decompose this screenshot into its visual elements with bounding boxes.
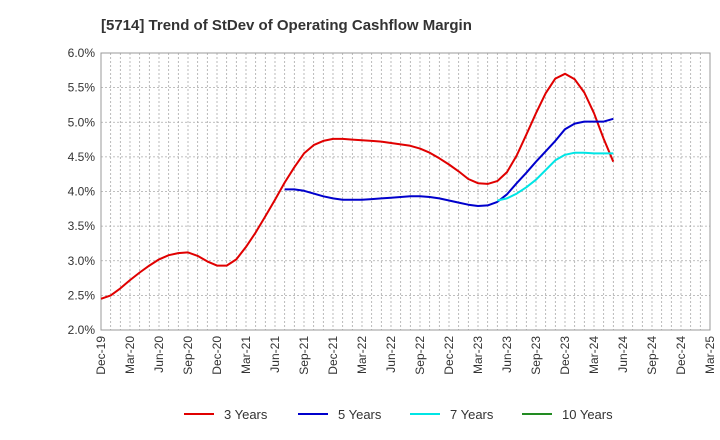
x-tick-label: Sep-21 (297, 336, 311, 375)
y-tick-label: 2.0% (68, 323, 96, 337)
y-tick-label: 2.5% (68, 288, 96, 302)
legend-label: 10 Years (562, 407, 613, 422)
y-tick-label: 5.0% (68, 115, 96, 129)
legend: 3 Years 5 Years 7 Years 10 Years (184, 407, 613, 422)
x-tick-label: Dec-22 (442, 336, 456, 375)
y-tick-label: 5.5% (68, 81, 96, 95)
y-tick-label: 6.0% (68, 46, 96, 60)
y-tick-label: 3.0% (68, 254, 96, 268)
chart-title: [5714] Trend of StDev of Operating Cashf… (101, 17, 472, 34)
x-tick-label: Sep-24 (645, 336, 659, 375)
x-tick-label: Mar-21 (239, 336, 253, 374)
series-line-5-years (284, 117, 614, 207)
x-tick-label: Mar-22 (355, 336, 369, 374)
x-tick-label: Jun-24 (616, 336, 630, 373)
y-axis: 2.0% 2.5% 3.0% 3.5% 4.0% 4.5% 5.0% 5.5% 6.0% (68, 46, 96, 337)
x-tick-label: Sep-22 (413, 336, 427, 375)
legend-label: 7 Years (450, 407, 494, 422)
plot-frame (100, 52, 711, 331)
legend-label: 5 Years (338, 407, 382, 422)
x-tick-label: Dec-24 (674, 336, 688, 375)
x-tick-label: Jun-20 (152, 336, 166, 373)
x-tick-label: Mar-24 (587, 336, 601, 374)
x-tick-label: Mar-23 (471, 336, 485, 374)
x-axis: Dec-19 Mar-20 Jun-20 Sep-20 Dec-20 Mar-21 Jun-… (94, 336, 717, 375)
y-tick-label: 4.0% (68, 185, 96, 199)
y-tick-label: 4.5% (68, 150, 96, 164)
x-tick-label: Dec-21 (326, 336, 340, 375)
x-tick-label: Dec-23 (558, 336, 572, 375)
x-tick-label: Jun-21 (268, 336, 282, 373)
x-tick-label: Mar-25 (703, 336, 717, 374)
grid (100, 52, 711, 331)
x-tick-label: Sep-20 (181, 336, 195, 375)
x-tick-label: Dec-19 (94, 336, 108, 375)
series-line-7-years (497, 151, 614, 202)
legend-label: 3 Years (224, 407, 268, 422)
x-tick-label: Jun-22 (384, 336, 398, 373)
y-tick-label: 3.5% (68, 219, 96, 233)
x-tick-label: Sep-23 (529, 336, 543, 375)
x-tick-label: Jun-23 (500, 336, 514, 373)
series-lines (100, 72, 615, 300)
series-line-3-years (100, 72, 615, 300)
x-tick-label: Mar-20 (123, 336, 137, 374)
x-tick-label: Dec-20 (210, 336, 224, 375)
